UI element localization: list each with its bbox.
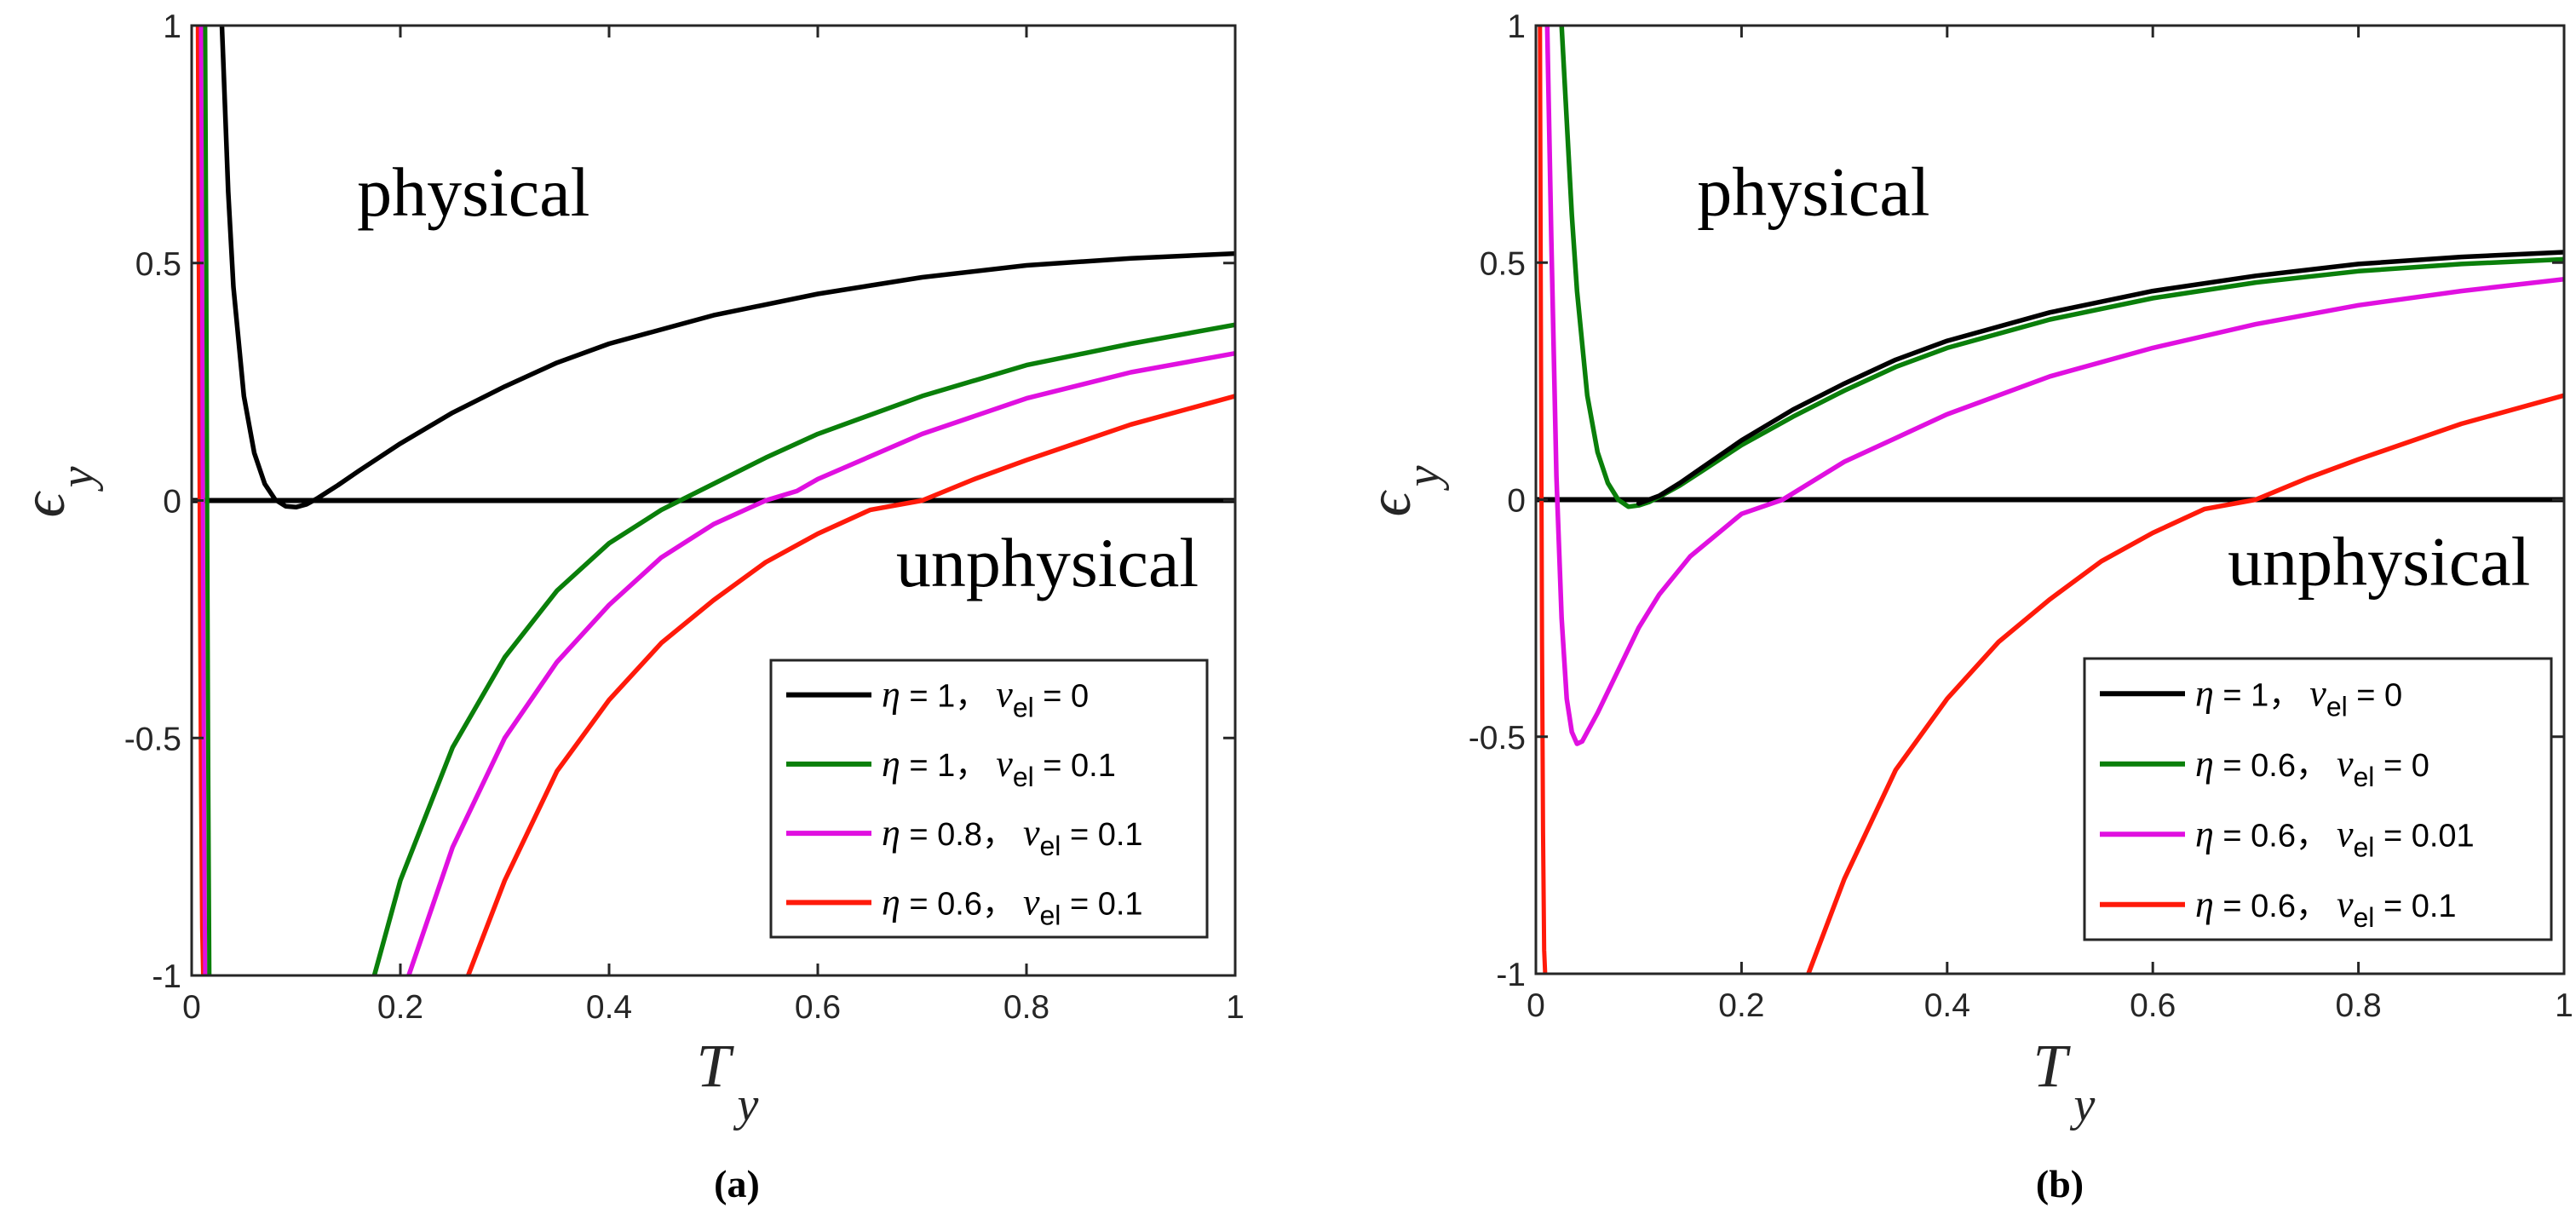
y-tick-label: 0 bbox=[163, 484, 181, 521]
x-tick-label: 0.4 bbox=[586, 989, 632, 1026]
y-tick-label: 0 bbox=[1507, 483, 1526, 520]
x-tick-label: 0.8 bbox=[1003, 989, 1049, 1026]
y-tick-label: 0.5 bbox=[1480, 245, 1526, 282]
y-tick-label: 0.5 bbox=[135, 246, 181, 283]
spike-line-1 bbox=[198, 26, 208, 975]
x-axis-label: Ty bbox=[2033, 1032, 2096, 1131]
legend-label-3: η = 0.6， νel = 0.1 bbox=[882, 881, 1143, 930]
legend-label-1: η = 0.6， νel = 0 bbox=[2195, 743, 2429, 792]
x-tick-label: 0.8 bbox=[2335, 987, 2381, 1024]
series-line-3 bbox=[465, 394, 1235, 975]
annotation-unphysical: unphysical bbox=[2228, 523, 2530, 601]
y-tick-label: -1 bbox=[1496, 957, 1526, 993]
series-line-1 bbox=[371, 322, 1235, 975]
legend-label-1: η = 1， νel = 0.1 bbox=[882, 743, 1116, 792]
legend: η = 1， νel = 0 η = 1， νel = 0.1 η = 0.8， νel … bbox=[769, 659, 1209, 939]
spike-line-2 bbox=[203, 26, 212, 975]
series-lines bbox=[1538, 26, 2564, 974]
x-tick-label: 0.4 bbox=[1924, 987, 1970, 1024]
annotation-physical: physical bbox=[1697, 153, 1929, 231]
y-tick-label: 1 bbox=[1507, 9, 1526, 45]
y-tick-label: -0.5 bbox=[124, 721, 181, 757]
series-line-0 bbox=[219, 26, 1235, 510]
x-axis-label: Ty bbox=[697, 1032, 759, 1131]
x-tick-label: 0.6 bbox=[2130, 987, 2176, 1024]
x-tick-label: 1 bbox=[2555, 987, 2573, 1024]
annotation-unphysical: unphysical bbox=[896, 524, 1199, 601]
y-tick-label: 1 bbox=[163, 9, 181, 45]
x-tick-label: 0.6 bbox=[795, 989, 841, 1026]
x-tick-label: 0.2 bbox=[377, 989, 423, 1026]
legend: η = 1， νel = 0 η = 0.6， νel = 0 η = 0.6， νel … bbox=[2083, 657, 2553, 941]
y-axis-label: ϵy bbox=[9, 466, 104, 517]
legend-box bbox=[769, 659, 1209, 939]
y-axis-label: ϵy bbox=[1355, 465, 1450, 516]
legend-label-0: η = 1， νel = 0 bbox=[882, 674, 1089, 723]
series-line-2 bbox=[1544, 26, 2564, 746]
x-tick-label: 0 bbox=[1527, 987, 1545, 1024]
x-tick-label: 1 bbox=[1226, 989, 1245, 1026]
y-tick-label: -0.5 bbox=[1469, 720, 1526, 757]
legend-label-3: η = 0.6， νel = 0.1 bbox=[2195, 883, 2457, 933]
legend-box bbox=[2083, 657, 2553, 941]
legend-label-0: η = 1， νel = 0 bbox=[2195, 672, 2402, 722]
legend-label-2: η = 0.6， νel = 0.01 bbox=[2195, 813, 2475, 862]
x-tick-label: 0 bbox=[182, 989, 201, 1026]
panel-caption: (b) bbox=[2036, 1162, 2084, 1205]
x-tick-label: 0.2 bbox=[1718, 987, 1764, 1024]
legend-label-2: η = 0.8， νel = 0.1 bbox=[882, 812, 1143, 861]
y-tick-label: -1 bbox=[152, 958, 181, 995]
panel-a: 0 0.2 0.4 0.6 0.8 1 -1 -0.5 0 0.5 1 Ty ϵy physical unp… bbox=[9, 9, 1245, 1205]
panel-b: 0 0.2 0.4 0.6 0.8 1 -1 -0.5 0 0.5 1 Ty ϵy physical unp… bbox=[1355, 9, 2573, 1205]
panel-caption: (a) bbox=[714, 1162, 760, 1205]
series-line-3 bbox=[1806, 393, 2564, 974]
series-line-0 bbox=[1636, 250, 2564, 506]
annotation-physical: physical bbox=[357, 153, 589, 231]
series-line-2 bbox=[406, 350, 1235, 975]
